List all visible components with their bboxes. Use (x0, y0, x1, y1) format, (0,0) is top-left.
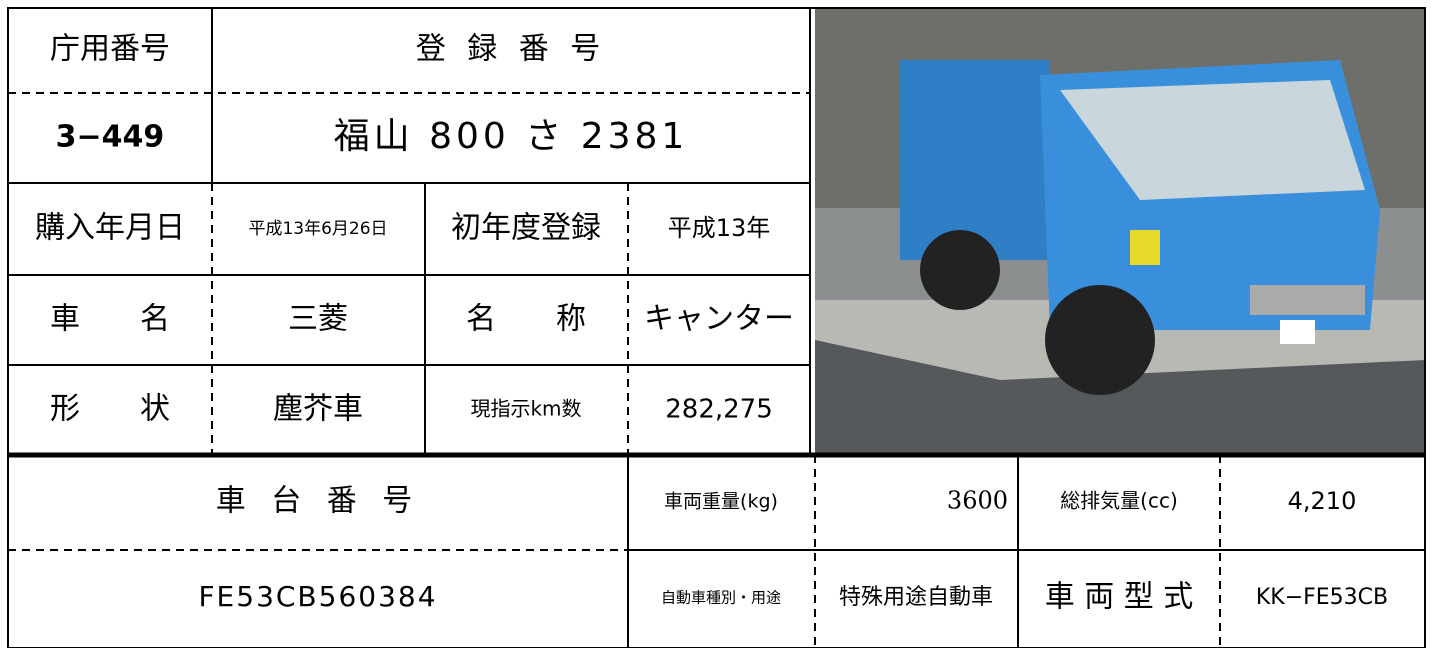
value: 塵芥車 (273, 392, 363, 427)
label: 車 両 型 式 (1045, 580, 1194, 615)
label: 初年度登録 (451, 211, 601, 246)
value: キャンター (644, 302, 794, 337)
label: 庁用番号 (50, 32, 170, 67)
label: 現指示km数 (470, 397, 581, 421)
label: 購入年月日 (35, 211, 185, 246)
value: 3−449 (56, 120, 165, 155)
value: KK−FE53CB (1256, 585, 1388, 610)
value: 三菱 (288, 302, 348, 337)
value: 特殊用途自動車 (839, 585, 993, 610)
label: 形 状 (50, 392, 170, 427)
label: 車両重量(kg) (664, 491, 778, 513)
value: 福山 800 さ 2381 (334, 116, 689, 157)
value: 3600 (947, 487, 1008, 515)
value: 平成13年6月26日 (248, 219, 387, 239)
value: 平成13年 (668, 214, 771, 242)
label: 総排気量(cc) (1060, 489, 1178, 513)
value: 282,275 (665, 395, 773, 425)
grid (7, 7, 1426, 649)
value: FE53CB560384 (198, 580, 437, 613)
value: 4,210 (1288, 487, 1357, 515)
label: 登 録 番 号 (416, 32, 607, 67)
label: 車 名 (50, 302, 170, 337)
label: 車 台 番 号 (216, 484, 421, 519)
label: 名 称 (466, 302, 586, 337)
label: 自動車種別・用途 (661, 589, 781, 607)
photo (815, 8, 1425, 453)
